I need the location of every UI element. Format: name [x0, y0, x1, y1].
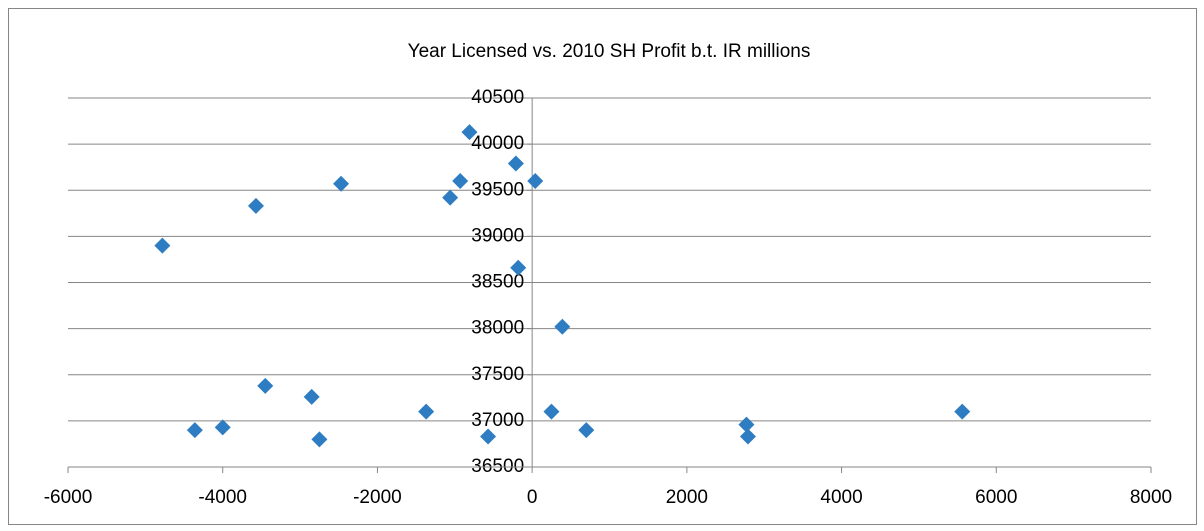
point — [954, 403, 971, 420]
point — [543, 403, 560, 420]
point — [578, 422, 595, 439]
y-tick-label: 39500 — [471, 179, 524, 200]
point — [247, 197, 264, 214]
point — [527, 173, 544, 190]
point — [154, 237, 171, 254]
x-tick-label: -6000 — [44, 487, 93, 508]
point — [738, 416, 755, 433]
point — [507, 155, 524, 172]
point — [554, 318, 571, 335]
x-tick-label: 2000 — [666, 487, 708, 508]
chart-title: Year Licensed vs. 2010 SH Profit b.t. IR… — [408, 41, 811, 62]
x-tick-label: -2000 — [353, 487, 402, 508]
point — [739, 428, 756, 445]
x-tick-label: 8000 — [1130, 487, 1172, 508]
x-tick-label: 0 — [527, 487, 538, 508]
y-tick-label: 40500 — [471, 87, 524, 108]
point — [442, 189, 459, 206]
chart-border — [8, 8, 1197, 525]
point — [311, 431, 328, 448]
x-tick-label: 4000 — [820, 487, 862, 508]
x-tick-label: 6000 — [975, 487, 1017, 508]
point — [303, 388, 320, 405]
y-tick-label: 38000 — [471, 318, 524, 339]
y-tick-label: 39000 — [471, 225, 524, 246]
x-tick-label: -4000 — [198, 487, 247, 508]
point — [510, 259, 527, 276]
point — [257, 377, 274, 394]
point — [452, 173, 469, 190]
y-tick-label: 37500 — [471, 364, 524, 385]
point — [480, 428, 497, 445]
point — [214, 419, 231, 436]
y-tick-label: 38500 — [471, 272, 524, 293]
point — [418, 403, 435, 420]
y-tick-label: 40000 — [471, 133, 524, 154]
point — [333, 175, 350, 192]
point — [186, 422, 203, 439]
y-tick-label: 37000 — [471, 410, 524, 431]
point — [461, 124, 478, 141]
